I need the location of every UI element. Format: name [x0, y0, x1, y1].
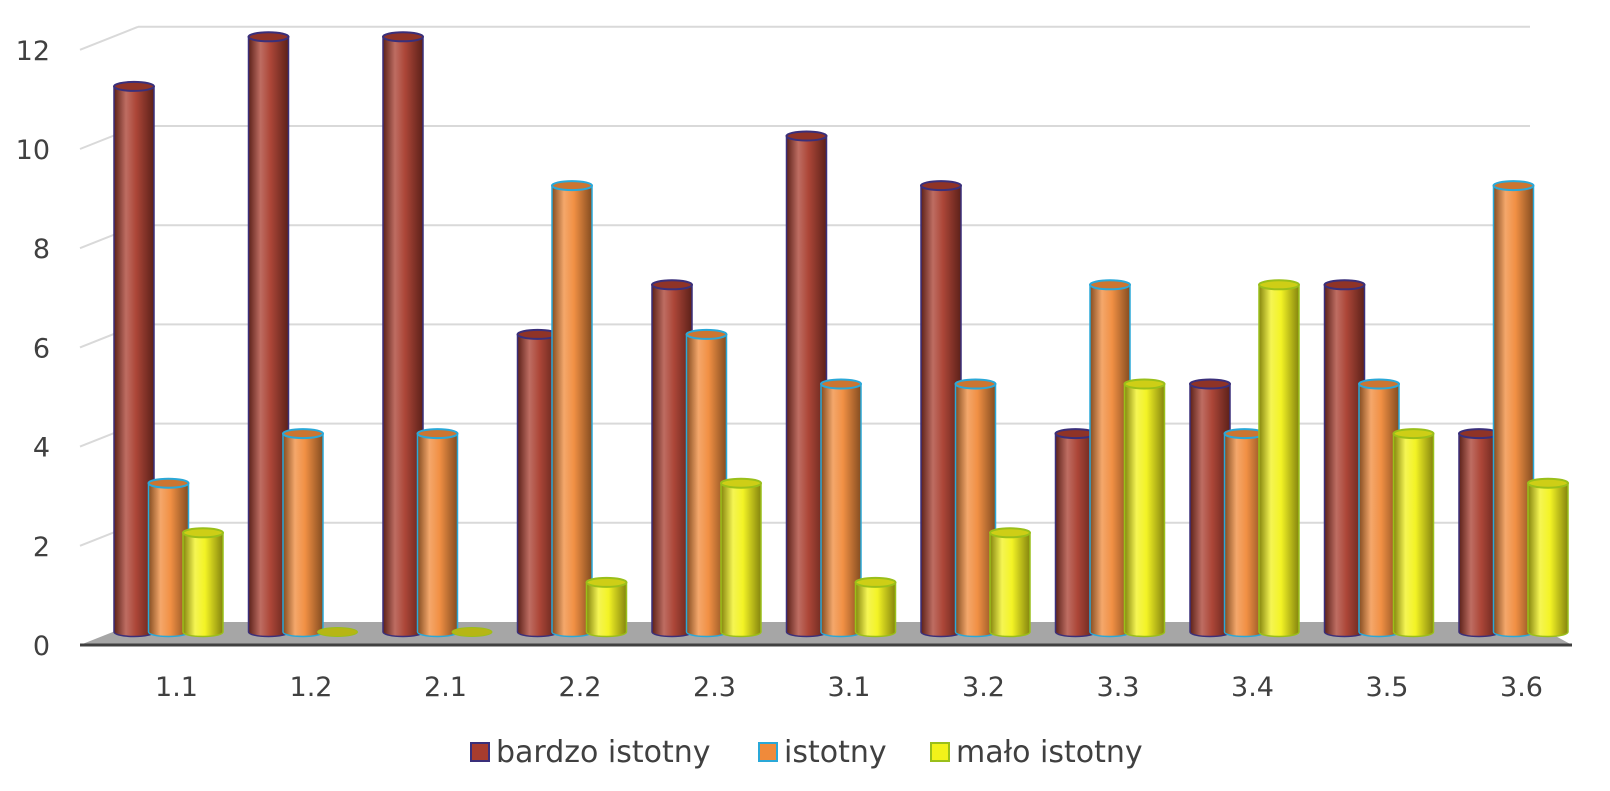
x-tick-label: 1.1 — [155, 672, 198, 703]
x-tick-label: 2.3 — [693, 672, 736, 703]
bar-mało-istotny-2.3 — [720, 477, 762, 638]
bar-istotny-3.4 — [1223, 428, 1266, 638]
bar-istotny-3.5 — [1358, 378, 1400, 638]
x-tick-label: 3.3 — [1097, 672, 1140, 703]
gridline-connector — [79, 25, 139, 51]
bar-istotny-2.1 — [416, 428, 459, 638]
bar-bardzo-istotny-2.3 — [651, 279, 693, 638]
bar-mało-istotny-1.1 — [182, 527, 224, 638]
x-tick-label: 1.2 — [290, 672, 333, 703]
bar-mało-istotny-1.2 — [317, 627, 358, 637]
legend-item: istotny — [758, 735, 887, 770]
bar-bardzo-istotny-2.2 — [516, 328, 559, 638]
y-tick-label: 0 — [33, 631, 50, 662]
legend-item: bardzo istotny — [470, 735, 711, 770]
x-tick-label: 3.2 — [962, 672, 1005, 703]
y-tick-label: 6 — [33, 333, 50, 364]
y-tick-label: 4 — [33, 433, 50, 464]
legend-swatch — [470, 742, 490, 762]
bar-mało-istotny-3.2 — [989, 527, 1031, 638]
y-tick-label: 10 — [16, 135, 50, 166]
bar-istotny-1.2 — [282, 428, 324, 638]
bar-istotny-2.2 — [551, 180, 593, 638]
y-tick-label: 2 — [33, 532, 50, 563]
y-tick-label: 12 — [16, 36, 50, 67]
legend-item: mało istotny — [930, 735, 1143, 770]
legend-swatch — [758, 742, 778, 762]
bar-bardzo-istotny-1.1 — [113, 80, 155, 638]
legend-swatch — [930, 742, 950, 762]
y-tick-label: 8 — [33, 234, 50, 265]
x-tick-label: 3.6 — [1500, 672, 1543, 703]
bar-mało-istotny-2.1 — [451, 627, 493, 637]
bar-bardzo-istotny-2.1 — [382, 31, 424, 638]
y-axis-ticks: 0 2 4 6 8 10 12 — [16, 36, 50, 662]
bar-mało-istotny-3.1 — [854, 576, 897, 638]
x-tick-label: 3.4 — [1231, 672, 1274, 703]
bar-istotny-3.1 — [820, 378, 862, 638]
grid-lines — [79, 25, 1530, 547]
x-axis-ticks: 1.1 1.2 2.1 2.2 2.3 3.1 3.2 3.3 3.4 3.5 3.6 — [155, 672, 1543, 703]
x-tick-label: 3.1 — [828, 672, 871, 703]
bar-istotny-3.3 — [1089, 279, 1131, 638]
bar-mało-istotny-3.3 — [1123, 378, 1166, 638]
bar-mało-istotny-3.5 — [1392, 428, 1435, 638]
legend-label: istotny — [784, 735, 887, 770]
legend-label: mało istotny — [956, 735, 1143, 770]
bar-mało-istotny-2.2 — [585, 576, 628, 638]
legend-label: bardzo istotny — [496, 735, 711, 770]
bar-mało-istotny-3.4 — [1258, 279, 1300, 638]
x-tick-label: 2.1 — [424, 672, 467, 703]
legend: bardzo istotny istotny mało istotny — [470, 735, 1143, 770]
bars — [113, 31, 1569, 638]
bar-mało-istotny-3.6 — [1527, 477, 1569, 638]
x-tick-label: 2.2 — [559, 672, 602, 703]
x-tick-label: 3.5 — [1366, 672, 1409, 703]
